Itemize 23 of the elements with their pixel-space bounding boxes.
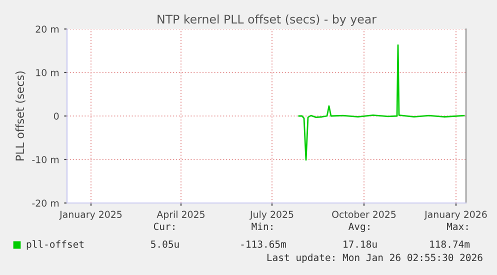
line-series — [298, 44, 465, 161]
text: Min: — [252, 222, 272, 230]
text: Cur: — [154, 222, 174, 230]
x-tick-label: January 2025 — [59, 210, 122, 220]
x-tick-label: July 2025 — [250, 210, 294, 220]
text: Avg: — [348, 222, 370, 232]
y-tick-label: 20 m — [36, 26, 59, 33]
chart-title: NTP kernel PLL offset (secs) - by year — [158, 14, 376, 26]
y-tick-label: -10 m — [32, 156, 59, 164]
legend-label: pll-offset — [26, 240, 84, 250]
x-tick-label: October 2025 — [332, 210, 396, 218]
y-tick-label: 0 — [54, 112, 59, 120]
y-tick-label: -20 m — [32, 200, 59, 207]
y-axis-title: PLL offset (secs) — [15, 71, 26, 160]
text: -113.65m — [241, 240, 286, 248]
text: Max: — [446, 222, 468, 230]
x-tick-label: April 2025 — [156, 210, 204, 220]
text: 5.05u — [151, 240, 179, 248]
text: 118.74m — [430, 240, 470, 248]
y-tick-label: 10 m — [36, 69, 59, 76]
text: Last update: Mon Jan 26 02:55:30 2026 — [267, 254, 482, 264]
x-tick-label: January 2026 — [424, 210, 487, 220]
text: 17.18u — [344, 240, 377, 248]
